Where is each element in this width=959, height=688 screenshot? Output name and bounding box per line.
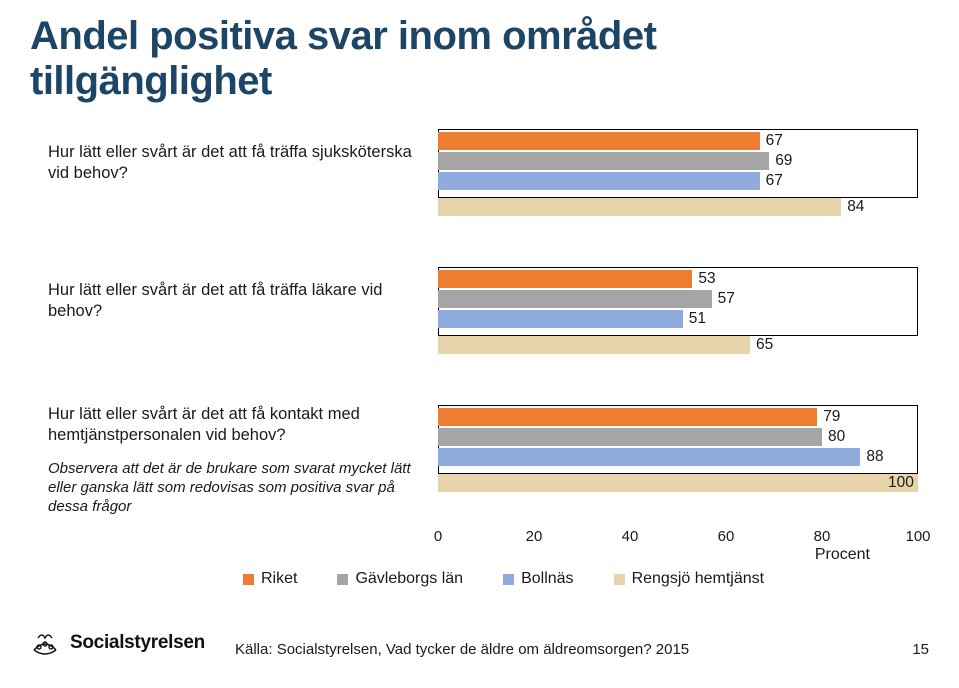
bar-value-label: 80: [828, 428, 845, 446]
bar: [438, 172, 760, 190]
legend-swatch: [503, 574, 514, 585]
legend-label: Riket: [261, 570, 297, 588]
bar-value-label: 79: [823, 408, 840, 426]
bar-value-label: 67: [766, 172, 783, 190]
logo: Socialstyrelsen: [28, 626, 205, 660]
bar-value-label: 57: [718, 290, 735, 308]
bar-value-label: 65: [756, 336, 773, 354]
x-axis-title: Procent: [815, 546, 870, 564]
bar: [438, 336, 750, 354]
legend-item: Bollnäs: [503, 570, 573, 588]
legend-item: Gävleborgs län: [337, 570, 463, 588]
bar: [438, 408, 817, 426]
category-label: Hur lätt eller svårt är det att få träff…: [48, 280, 418, 321]
x-tick: 100: [905, 528, 930, 545]
bar: [438, 270, 692, 288]
bar: [438, 132, 760, 150]
slide: Andel positiva svar inom området tillgän…: [0, 0, 959, 688]
category-footnote: Observera att det är de brukare som svar…: [48, 460, 418, 516]
bar: [438, 152, 769, 170]
legend-label: Rengsjö hemtjänst: [632, 570, 765, 588]
title-line-2: tillgänglighet: [30, 59, 656, 104]
source-text: Källa: Socialstyrelsen, Vad tycker de äl…: [235, 641, 689, 658]
category-label: Hur lätt eller svårt är det att få träff…: [48, 142, 418, 183]
x-tick: 0: [434, 528, 442, 545]
bar-group: 79 80 88 100: [438, 402, 918, 502]
bar-value-label: 88: [866, 448, 883, 466]
bar: [438, 428, 822, 446]
legend-item: Rengsjö hemtjänst: [614, 570, 765, 588]
legend-item: Riket: [243, 570, 297, 588]
legend-swatch: [243, 574, 254, 585]
bar-value-label: 69: [775, 152, 792, 170]
bar: [438, 474, 918, 492]
page-number: 15: [912, 641, 929, 658]
legend-label: Gävleborgs län: [355, 570, 463, 588]
legend: Riket Gävleborgs län Bollnäs Rengsjö hemtjä…: [243, 570, 764, 588]
bar: [438, 290, 712, 308]
bar-value-label: 53: [698, 270, 715, 288]
bar-value-label: 100: [888, 474, 914, 492]
legend-label: Bollnäs: [521, 570, 573, 588]
legend-swatch: [337, 574, 348, 585]
title-line-1: Andel positiva svar inom området: [30, 14, 656, 58]
bar-value-label: 51: [689, 310, 706, 328]
bar-value-label: 84: [847, 198, 864, 216]
x-tick: 40: [622, 528, 639, 545]
logo-text: Socialstyrelsen: [70, 632, 205, 654]
bar-group: 5357 51 65: [438, 264, 918, 364]
bar-value-label: 67: [766, 132, 783, 150]
crown-icon: [28, 626, 62, 660]
bar: [438, 310, 683, 328]
legend-swatch: [614, 574, 625, 585]
plot-area: 67 69 67 84 5357 51 65 79 80 88 100: [438, 126, 918, 522]
bar: [438, 448, 860, 466]
x-tick: 20: [526, 528, 543, 545]
x-tick: 80: [814, 528, 831, 545]
category-label: Hur lätt eller svårt är det att få konta…: [48, 404, 418, 445]
x-tick: 60: [718, 528, 735, 545]
bar-chart: Hur lätt eller svårt är det att få träff…: [48, 126, 918, 556]
bar-group: 67 69 67 84: [438, 126, 918, 226]
page-title: Andel positiva svar inom området tillgän…: [30, 14, 656, 104]
category-labels-column: Hur lätt eller svårt är det att få träff…: [48, 126, 428, 522]
bar: [438, 198, 841, 216]
